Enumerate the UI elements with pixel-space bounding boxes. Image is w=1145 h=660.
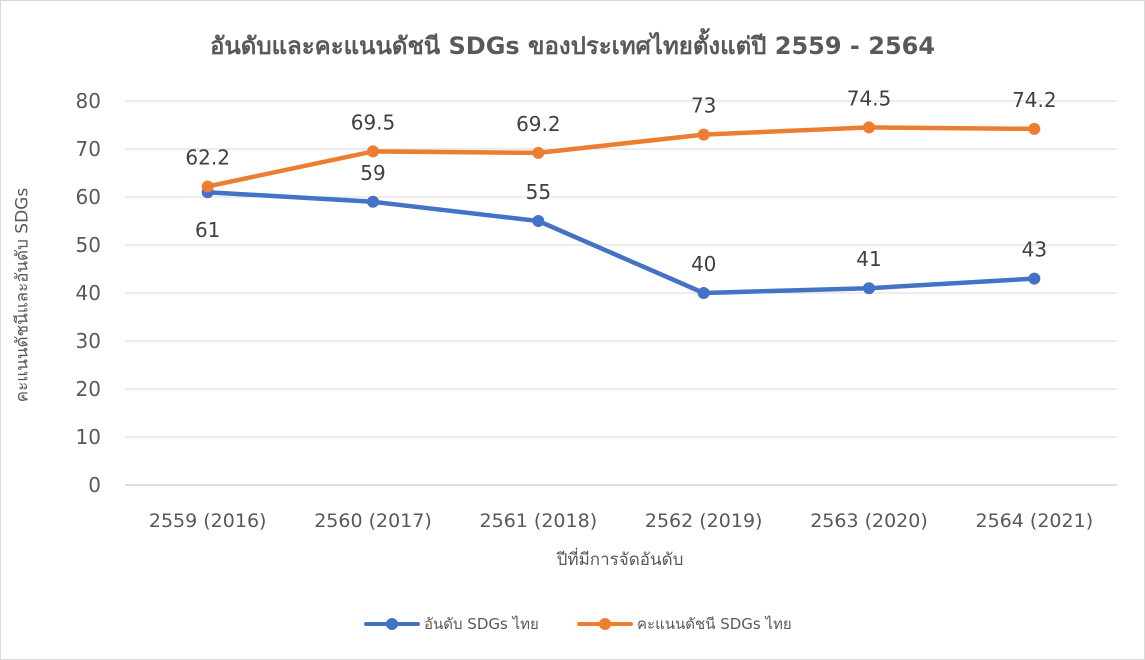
y-tick-label: 0: [88, 473, 101, 497]
legend: อันดับ SDGs ไทย คะแนนดัชนี SDGs ไทย: [0, 612, 1145, 636]
y-tick-label: 50: [76, 233, 101, 257]
data-label-rank: 59: [360, 161, 385, 185]
y-tick-label: 60: [76, 185, 101, 209]
legend-label-rank: อันดับ SDGs ไทย: [424, 615, 539, 633]
x-tick-label: 2561 (2018): [480, 510, 598, 532]
x-tick-label: 2564 (2021): [976, 510, 1094, 532]
legend-swatch-score: [577, 612, 633, 636]
data-label-rank: 61: [195, 218, 220, 242]
x-axis-title: ปีที่มีการจัดอันดับ: [556, 550, 684, 570]
legend-item-score: คะแนนดัชนี SDGs ไทย: [577, 612, 792, 636]
data-point-rank: [863, 282, 875, 295]
data-label-score: 69.2: [516, 112, 561, 136]
data-label-rank: 43: [1022, 238, 1047, 262]
data-label-score: 69.5: [351, 110, 396, 134]
data-point-score: [532, 146, 545, 159]
data-point-score: [201, 180, 214, 193]
data-point-score: [1028, 122, 1041, 135]
data-point-score: [863, 121, 875, 134]
chart-title: อันดับและคะแนนดัชนี SDGs ของประเทศไทยตั้…: [209, 32, 936, 60]
legend-item-rank: อันดับ SDGs ไทย: [364, 612, 539, 636]
x-tick-label: 2563 (2020): [810, 510, 928, 532]
y-tick-label: 30: [76, 329, 101, 353]
y-tick-label: 40: [76, 281, 101, 305]
y-tick-label: 70: [76, 137, 101, 161]
data-label-rank: 40: [691, 252, 716, 276]
series-line-rank: [205, 189, 1037, 296]
data-label-score: 62.2: [185, 145, 230, 169]
data-point-score: [697, 128, 710, 141]
data-label-rank: 55: [526, 180, 551, 204]
x-tick-label: 2562 (2019): [645, 510, 763, 532]
x-tick-label: 2560 (2017): [314, 510, 432, 532]
y-tick-label: 80: [76, 89, 101, 113]
x-tick-label: 2559 (2016): [149, 510, 267, 532]
data-point-rank: [532, 215, 545, 227]
data-label-score: 73: [691, 94, 716, 118]
data-point-rank: [1028, 272, 1041, 285]
data-label-rank: 41: [856, 247, 881, 271]
legend-swatch-rank: [364, 612, 420, 636]
data-point-score: [367, 145, 379, 158]
data-point-rank: [367, 195, 379, 208]
y-tick-label: 10: [76, 425, 101, 449]
series-line-score: [205, 125, 1037, 189]
legend-label-score: คะแนนดัชนี SDGs ไทย: [637, 615, 792, 633]
data-label-score: 74.2: [1012, 88, 1057, 112]
data-point-rank: [697, 287, 710, 299]
data-label-score: 74.5: [847, 86, 892, 110]
y-tick-label: 20: [76, 377, 101, 401]
